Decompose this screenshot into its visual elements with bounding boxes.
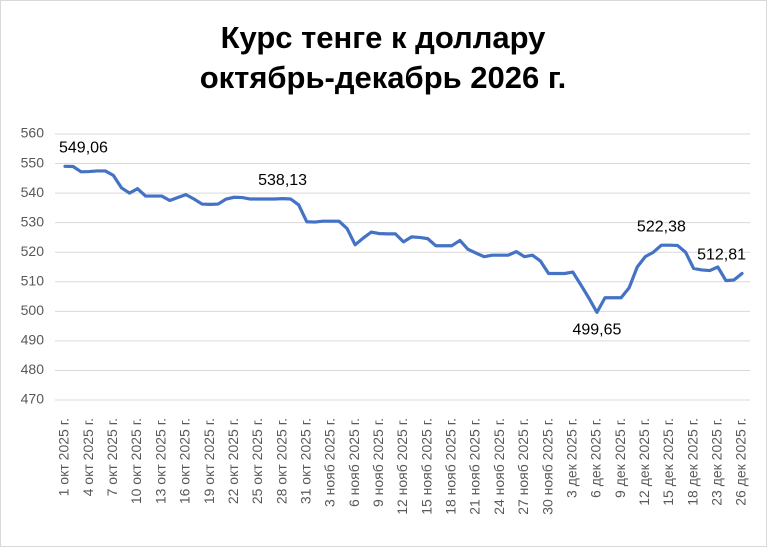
y-tick-label: 550 <box>21 154 45 170</box>
y-tick-label: 530 <box>21 213 45 229</box>
x-tick-label: 16 окт 2025 г. <box>177 418 193 504</box>
data-label: 512,81 <box>697 247 746 264</box>
x-tick-label: 15 дек 2025 г. <box>660 418 676 506</box>
x-tick-label: 1 окт 2025 г. <box>56 418 72 496</box>
y-tick-label: 510 <box>21 272 45 288</box>
x-tick-label: 25 окт 2025 г. <box>249 418 265 504</box>
x-tick-label: 12 дек 2025 г. <box>636 418 652 506</box>
x-tick-label: 27 нояб 2025 г. <box>515 418 531 515</box>
y-tick-label: 490 <box>21 332 45 348</box>
x-tick-label: 30 нояб 2025 г. <box>539 418 555 515</box>
chart-title: Курс тенге к доллару <box>221 20 547 55</box>
y-tick-label: 500 <box>21 302 45 318</box>
x-tick-label: 23 дек 2025 г. <box>709 418 725 506</box>
x-tick-label: 6 нояб 2025 г. <box>346 418 362 507</box>
x-tick-label: 3 нояб 2025 г. <box>322 418 338 507</box>
data-label: 549,06 <box>59 140 108 157</box>
x-tick-label: 22 окт 2025 г. <box>225 418 241 504</box>
x-tick-label: 28 окт 2025 г. <box>273 418 289 504</box>
x-tick-label: 3 дек 2025 г. <box>563 418 579 498</box>
x-tick-label: 7 окт 2025 г. <box>104 418 120 496</box>
x-tick-label: 26 дек 2025 г. <box>733 418 749 506</box>
x-tick-label: 9 нояб 2025 г. <box>370 418 386 507</box>
x-tick-label: 19 окт 2025 г. <box>201 418 217 504</box>
x-tick-label: 9 дек 2025 г. <box>612 418 628 498</box>
y-tick-label: 560 <box>21 125 45 141</box>
x-tick-label: 13 окт 2025 г. <box>152 418 168 504</box>
x-tick-label: 15 нояб 2025 г. <box>418 418 434 515</box>
y-tick-label: 470 <box>21 391 45 407</box>
x-tick-label: 10 окт 2025 г. <box>128 418 144 504</box>
x-tick-label: 12 нояб 2025 г. <box>394 418 410 515</box>
x-tick-label: 4 окт 2025 г. <box>80 418 96 496</box>
x-tick-label: 21 нояб 2025 г. <box>467 418 483 515</box>
y-tick-label: 520 <box>21 243 45 259</box>
chart-subtitle: октябрь-декабрь 2026 г. <box>200 60 567 95</box>
y-tick-label: 540 <box>21 184 45 200</box>
x-tick-label: 6 дек 2025 г. <box>588 418 604 498</box>
y-tick-label: 480 <box>21 361 45 377</box>
x-tick-label: 18 дек 2025 г. <box>684 418 700 506</box>
x-tick-label: 31 окт 2025 г. <box>297 418 313 504</box>
x-tick-label: 24 нояб 2025 г. <box>491 418 507 515</box>
x-tick-label: 18 нояб 2025 г. <box>443 418 459 515</box>
data-label: 522,38 <box>637 218 686 235</box>
line <box>63 164 744 314</box>
data-label: 499,65 <box>572 322 621 339</box>
data-label: 538,13 <box>258 172 307 189</box>
